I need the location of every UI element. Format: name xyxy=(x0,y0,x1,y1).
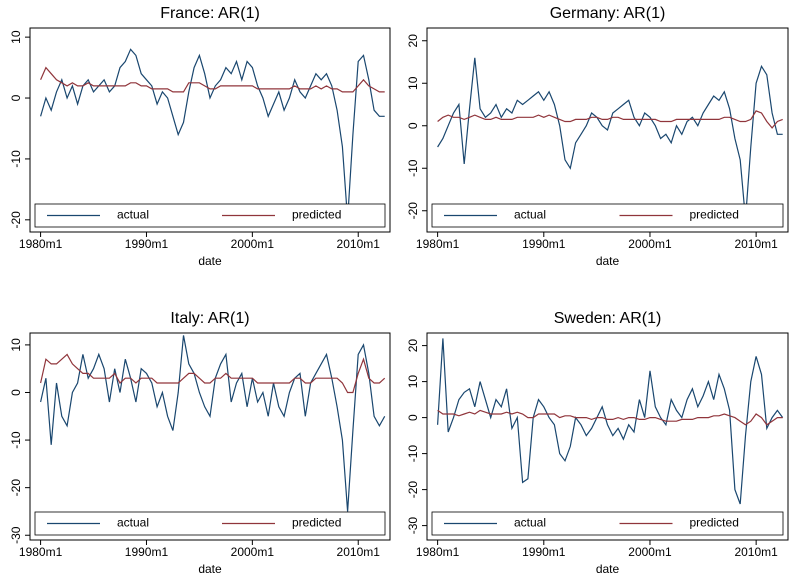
x-tick-label: 2000m1 xyxy=(628,237,672,251)
y-tick-label: -30 xyxy=(9,526,23,544)
plot-area xyxy=(29,332,391,541)
x-tick-label: 2010m1 xyxy=(734,545,778,559)
x-axis-label: date xyxy=(198,562,222,573)
x-tick-label: 2000m1 xyxy=(231,237,275,251)
legend-label: actual xyxy=(117,516,149,530)
y-tick-label: 20 xyxy=(406,339,420,353)
y-tick-label: -20 xyxy=(406,481,420,499)
legend xyxy=(34,203,386,228)
series-line xyxy=(437,110,783,129)
legend-label: predicted xyxy=(690,516,739,530)
series-line xyxy=(40,335,386,512)
y-tick-label: -10 xyxy=(406,159,420,177)
x-axis-label: date xyxy=(596,254,620,268)
legend-label: actual xyxy=(514,208,546,222)
chart-title: France: AR(1) xyxy=(160,5,260,22)
plot-area xyxy=(426,332,789,541)
x-tick-label: 1990m1 xyxy=(522,545,566,559)
x-tick-label: 1980m1 xyxy=(19,545,63,559)
x-tick-label: 2000m1 xyxy=(628,545,672,559)
y-tick-label: 10 xyxy=(406,375,420,389)
series-line xyxy=(40,66,385,93)
x-axis-label: date xyxy=(596,562,620,573)
y-tick-label: 0 xyxy=(9,389,23,396)
y-tick-label: 20 xyxy=(406,34,420,48)
x-tick-label: 1990m1 xyxy=(125,237,169,251)
x-tick-label: 1980m1 xyxy=(19,237,63,251)
legend-label: predicted xyxy=(292,516,341,530)
y-tick-label: 10 xyxy=(9,30,23,44)
series-line xyxy=(40,48,385,220)
series-line xyxy=(437,409,783,426)
legend xyxy=(431,511,784,536)
y-tick-label: -20 xyxy=(9,479,23,497)
series-line xyxy=(437,57,783,220)
y-tick-label: 10 xyxy=(9,338,23,352)
y-tick-label: -10 xyxy=(9,431,23,449)
y-tick-label: 10 xyxy=(406,76,420,90)
legend-label: predicted xyxy=(690,208,739,222)
x-tick-label: 1990m1 xyxy=(125,545,169,559)
legend xyxy=(34,511,386,536)
y-tick-label: 0 xyxy=(9,94,23,101)
chart-title: Italy: AR(1) xyxy=(170,310,249,327)
chart-title: Sweden: AR(1) xyxy=(554,310,662,327)
x-tick-label: 2000m1 xyxy=(231,545,275,559)
legend xyxy=(431,203,784,228)
y-tick-label: -30 xyxy=(406,517,420,535)
x-axis-label: date xyxy=(198,254,222,268)
y-tick-label: -20 xyxy=(9,211,23,229)
y-tick-label: -10 xyxy=(406,445,420,463)
chart-title: Germany: AR(1) xyxy=(550,5,666,22)
y-tick-label: 0 xyxy=(406,122,420,129)
x-tick-label: 1980m1 xyxy=(416,545,460,559)
series-line xyxy=(437,338,784,505)
legend-label: predicted xyxy=(292,208,341,222)
plot-area xyxy=(29,27,391,233)
x-tick-label: 2010m1 xyxy=(337,545,381,559)
y-tick-label: 0 xyxy=(406,414,420,421)
legend-label: actual xyxy=(514,516,546,530)
legend-label: actual xyxy=(117,208,149,222)
x-tick-label: 1980m1 xyxy=(416,237,460,251)
y-tick-label: -20 xyxy=(406,202,420,220)
y-tick-label: -10 xyxy=(9,150,23,168)
series-line xyxy=(40,353,386,394)
x-tick-label: 2010m1 xyxy=(734,237,778,251)
x-tick-label: 1990m1 xyxy=(522,237,566,251)
x-tick-label: 2010m1 xyxy=(337,237,381,251)
